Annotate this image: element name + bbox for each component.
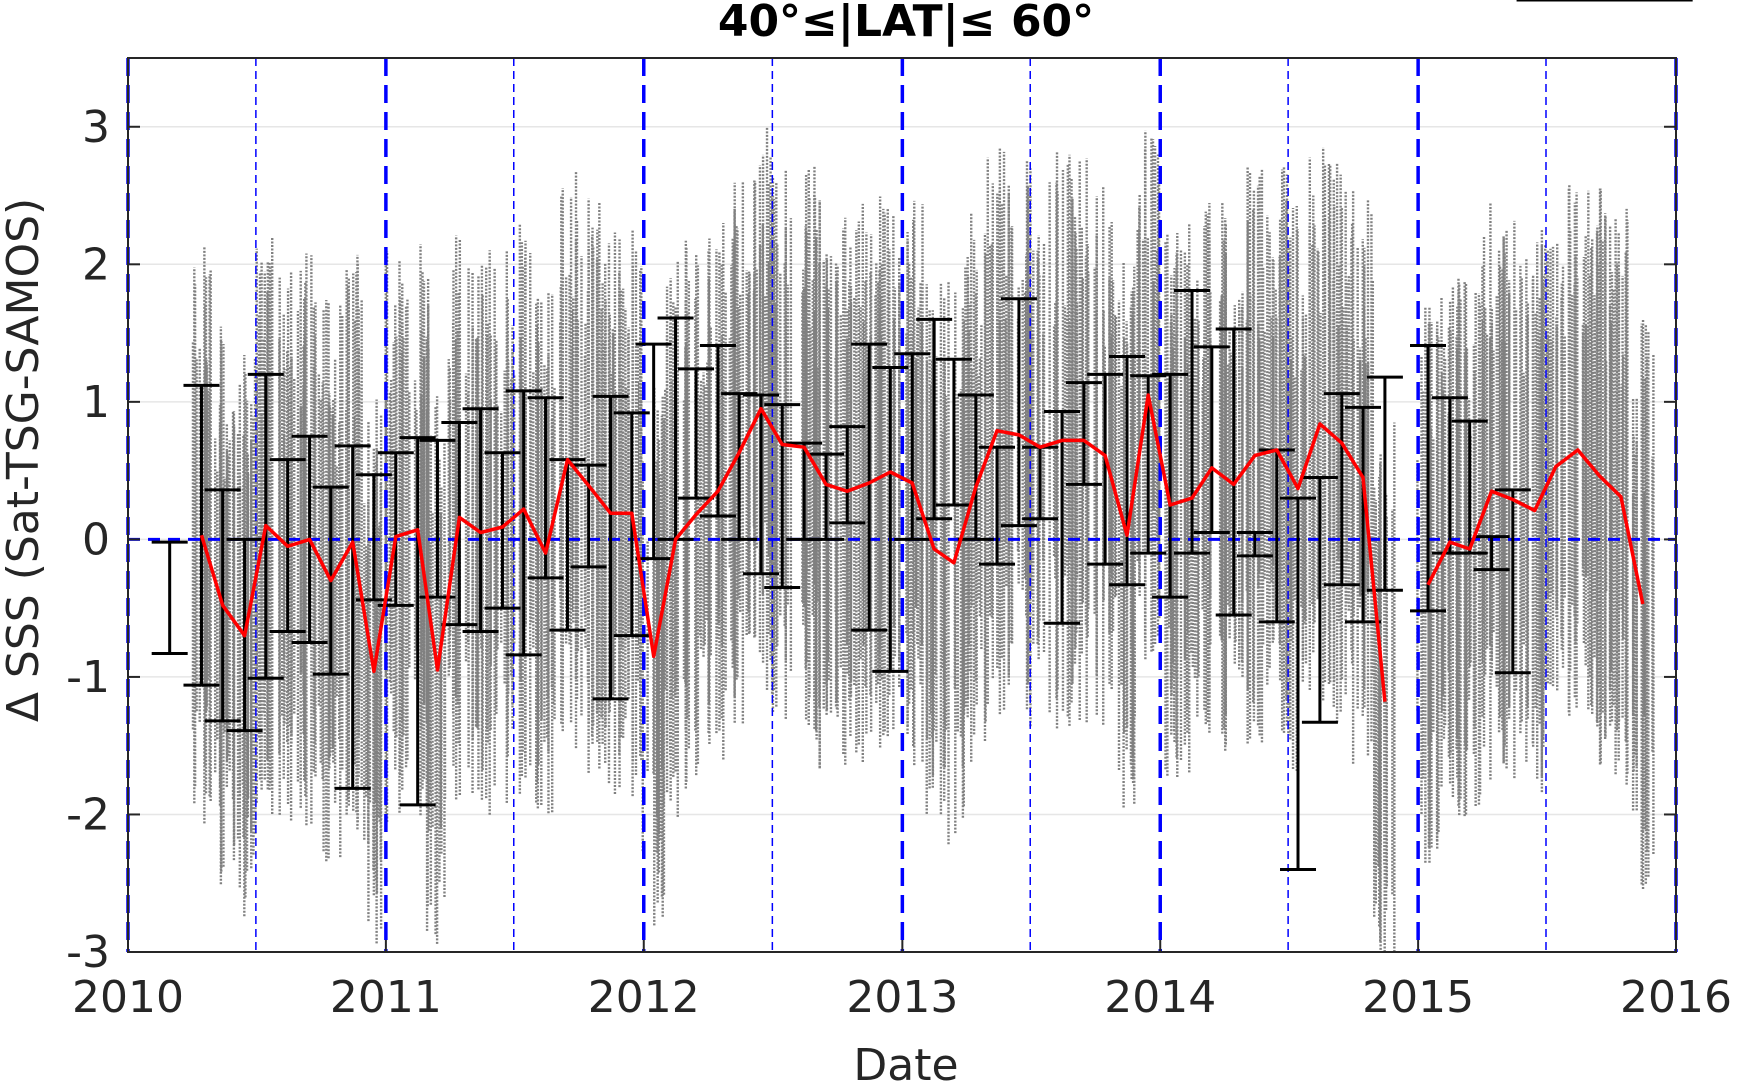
error-bar: [872, 365, 909, 673]
error-bars: [151, 0, 1693, 871]
error-bar: [1152, 372, 1189, 599]
error-bar: [935, 357, 972, 507]
mean-line: [199, 393, 1387, 702]
error-bar: [1174, 288, 1211, 555]
x-tick-label: 2012: [588, 972, 700, 1023]
error-bar: [1193, 345, 1230, 535]
y-tick-label: 2: [82, 239, 110, 290]
error-bar: [957, 393, 994, 541]
error-bar: [979, 445, 1016, 566]
y-tick-label: -3: [66, 927, 110, 978]
x-tick-label: 2016: [1620, 972, 1732, 1023]
error-bar: [334, 444, 371, 790]
error-bar: [808, 452, 845, 541]
error-bar: [183, 383, 220, 687]
error-bar: [570, 463, 607, 569]
error-bar: [894, 352, 931, 541]
y-tick-label: -2: [66, 789, 110, 840]
y-tick-label: -1: [66, 652, 110, 703]
error-bar: [1000, 297, 1037, 528]
error-bar: [635, 342, 672, 561]
error-bar: [851, 342, 888, 632]
error-bar: [1215, 327, 1252, 617]
x-tick-label: 2013: [846, 972, 958, 1023]
error-bar: [1451, 419, 1488, 555]
y-tick-label: 0: [82, 514, 110, 565]
error-bar: [399, 436, 436, 807]
error-bar: [151, 540, 188, 656]
error-bar: [764, 403, 801, 590]
x-tick-label: 2014: [1104, 972, 1216, 1023]
error-bar: [1065, 381, 1102, 486]
x-tick-label: 2015: [1362, 972, 1474, 1023]
y-tick-label: 1: [82, 377, 110, 428]
error-bar: [829, 425, 866, 525]
error-bar: [1345, 405, 1382, 624]
y-axis-label: Δ SSS (Sat-TSG-SAMOS): [0, 198, 49, 722]
x-tick-label: 2011: [330, 972, 442, 1023]
error-bar: [1410, 343, 1447, 613]
error-bar: [1280, 496, 1317, 871]
error-bar: [505, 389, 542, 657]
error-bar: [1236, 531, 1273, 558]
error-bar: [1494, 488, 1531, 675]
error-bar: [592, 394, 629, 701]
error-bar: [1109, 354, 1146, 587]
error-bar: [462, 407, 499, 634]
error-bar: [1087, 372, 1124, 566]
y-tick-label: 3: [82, 102, 110, 153]
error-bar: [484, 451, 521, 610]
mean-line: [1426, 448, 1645, 605]
chart-title: 40°≤|LAT|≤ 60°: [718, 0, 1094, 47]
error-bar: [1301, 475, 1338, 724]
error-bar: [549, 458, 586, 632]
error-bar: [678, 367, 715, 500]
x-axis-label: Date: [853, 1040, 958, 1087]
x-tick-label: 2010: [72, 972, 184, 1023]
error-bar: [916, 317, 953, 521]
error-bar: [1044, 409, 1081, 625]
error-bar: [743, 393, 780, 576]
tick-labels: 2010 2011 2012 2013 2014 2015 2016 -3 -2 -1 0 1 2 3: [66, 102, 1732, 1023]
error-bar: [1473, 535, 1510, 572]
error-bar: [1323, 392, 1360, 587]
mean-lines: [199, 393, 1645, 702]
